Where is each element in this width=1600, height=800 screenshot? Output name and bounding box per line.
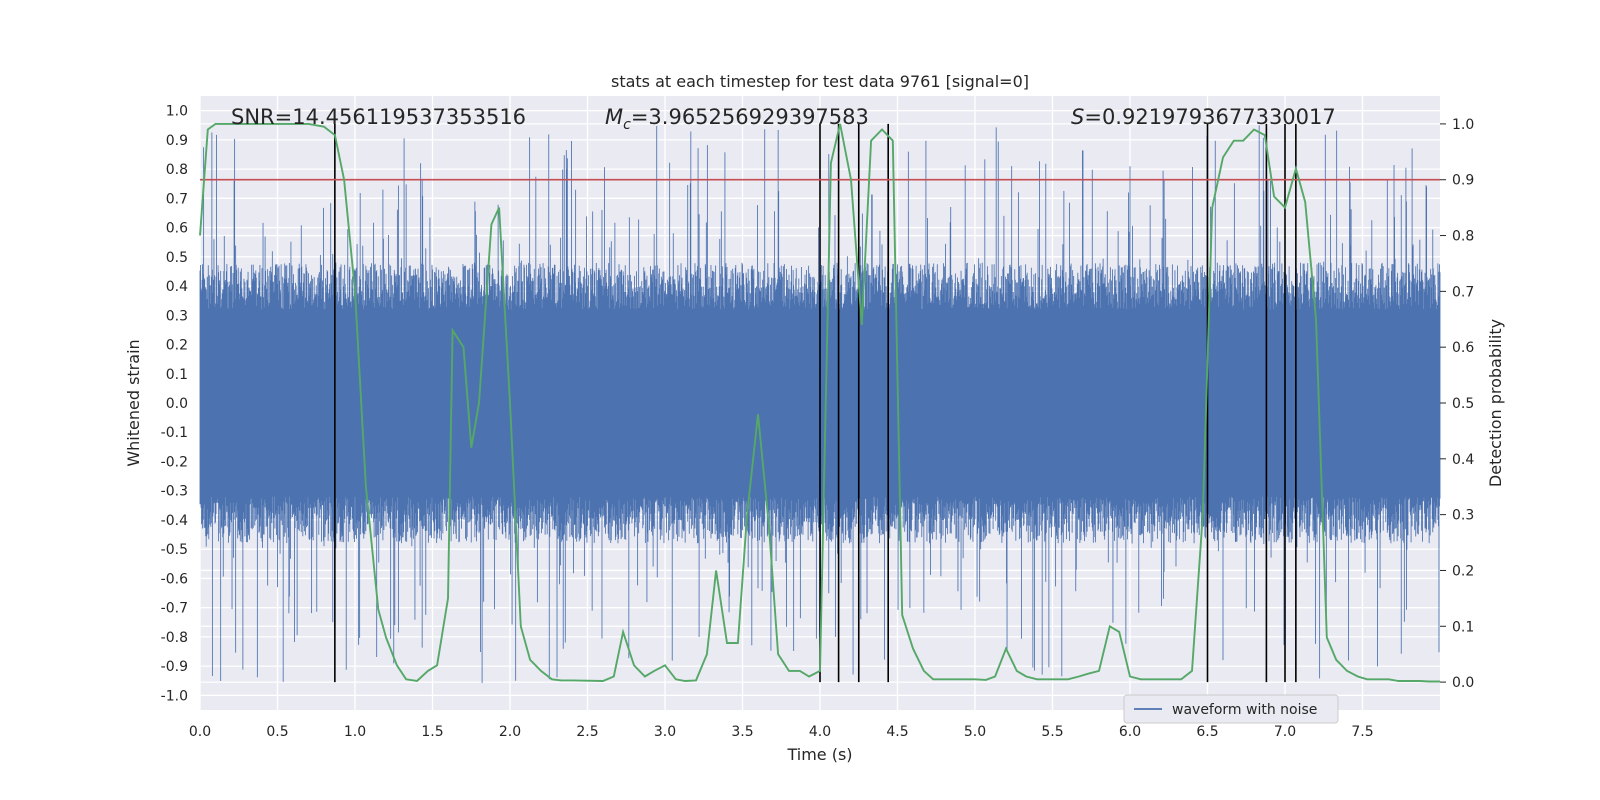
snr-annotation: SNR=14.456119537353516 — [231, 105, 526, 129]
right-y-tick-label: 0.8 — [1452, 229, 1474, 245]
x-tick-label: 0.0 — [189, 724, 211, 740]
chart-title: stats at each timestep for test data 976… — [611, 72, 1029, 91]
chirp-mass-subscript: c — [623, 117, 631, 133]
right-y-tick-label: 0.0 — [1452, 675, 1474, 691]
right-y-axis-label: Detection probability — [1486, 319, 1505, 487]
right-y-tick-label: 1.0 — [1452, 117, 1474, 133]
x-axis-label: Time (s) — [786, 745, 852, 764]
left-y-tick-label: -0.7 — [161, 601, 188, 617]
legend-label-waveform: waveform with noise — [1172, 702, 1317, 718]
left-y-tick-label: -0.9 — [161, 659, 188, 675]
left-y-ticks: 1.0 0.9 0.8 0.7 0.6 0.5 0.4 0.3 0.2 0.1 0.0 -0.1 -0.… — [161, 104, 188, 705]
left-y-tick-label: 0.9 — [166, 133, 188, 149]
chirp-mass-symbol: M — [605, 105, 623, 129]
left-y-tick-label: 0.7 — [166, 191, 188, 207]
x-tick-label: 5.0 — [964, 724, 986, 740]
left-y-tick-label: 0.3 — [166, 308, 188, 324]
x-tick-label: 4.5 — [886, 724, 908, 740]
left-y-tick-label: -0.5 — [161, 542, 188, 558]
left-y-tick-label: -0.8 — [161, 630, 188, 646]
chirp-mass-value: =3.965256929397583 — [631, 105, 869, 129]
s-symbol: S — [1071, 105, 1084, 129]
left-y-tick-label: -0.3 — [161, 484, 188, 500]
left-y-tick-label: 0.8 — [166, 162, 188, 178]
left-y-tick-label: -0.6 — [161, 571, 188, 587]
x-ticks: 0.0 0.5 1.0 1.5 2.0 2.5 3.0 3.5 4.0 4.5 5.0 5.5 6.0 6… — [189, 724, 1374, 740]
right-y-tick-label: 0.6 — [1452, 340, 1474, 356]
x-tick-label: 6.0 — [1119, 724, 1141, 740]
left-y-tick-label: 0.4 — [166, 279, 188, 295]
left-y-tick-label: 0.1 — [166, 367, 188, 383]
s-value: =0.9219793677330017 — [1084, 105, 1335, 129]
right-y-tick-label: 0.9 — [1452, 173, 1474, 189]
x-tick-label: 3.5 — [731, 724, 753, 740]
x-tick-label: 1.5 — [421, 724, 443, 740]
right-y-tick-label: 0.5 — [1452, 396, 1474, 412]
s-annotation: S=0.9219793677330017 — [1071, 105, 1336, 129]
right-y-tick-label: 0.4 — [1452, 452, 1474, 468]
legend-box — [1123, 694, 1339, 724]
left-y-axis-label: Whitened strain — [124, 339, 143, 466]
probability-line — [199, 122, 1440, 683]
x-tick-label: 4.0 — [809, 724, 831, 740]
x-tick-label: 0.5 — [266, 724, 288, 740]
x-tick-label: 6.5 — [1196, 724, 1218, 740]
right-y-tick-label: 0.3 — [1452, 508, 1474, 524]
chirp-mass-annotation: Mc=3.965256929397583 — [605, 105, 869, 133]
left-y-tick-label: -0.4 — [161, 513, 188, 529]
left-y-tick-label: 0.0 — [166, 396, 188, 412]
x-tick-label: 2.0 — [499, 724, 521, 740]
right-y-tick-label: 0.1 — [1452, 619, 1474, 635]
x-tick-label: 7.0 — [1274, 724, 1296, 740]
left-y-tick-label: 0.5 — [166, 250, 188, 266]
left-y-tick-label: -0.2 — [161, 454, 188, 470]
x-tick-label: 7.5 — [1351, 724, 1373, 740]
left-y-tick-label: 1.0 — [166, 104, 188, 120]
x-tick-label: 1.0 — [344, 724, 366, 740]
x-tick-label: 3.0 — [654, 724, 676, 740]
right-y-ticks: 1.0 0.9 0.8 0.7 0.6 0.5 0.4 0.3 0.2 0.1 0.0 — [1440, 117, 1474, 691]
right-y-tick-label: 0.7 — [1452, 284, 1474, 300]
x-tick-label: 5.5 — [1041, 724, 1063, 740]
vertical-markers — [334, 123, 1297, 683]
left-y-tick-label: -1.0 — [161, 688, 188, 704]
left-y-tick-label: -0.1 — [161, 425, 188, 441]
left-y-tick-label: 0.2 — [166, 338, 188, 354]
right-y-tick-label: 0.2 — [1452, 563, 1474, 579]
left-y-tick-label: 0.6 — [166, 221, 188, 237]
x-tick-label: 2.5 — [576, 724, 598, 740]
legend: waveform with noise — [1123, 694, 1339, 724]
